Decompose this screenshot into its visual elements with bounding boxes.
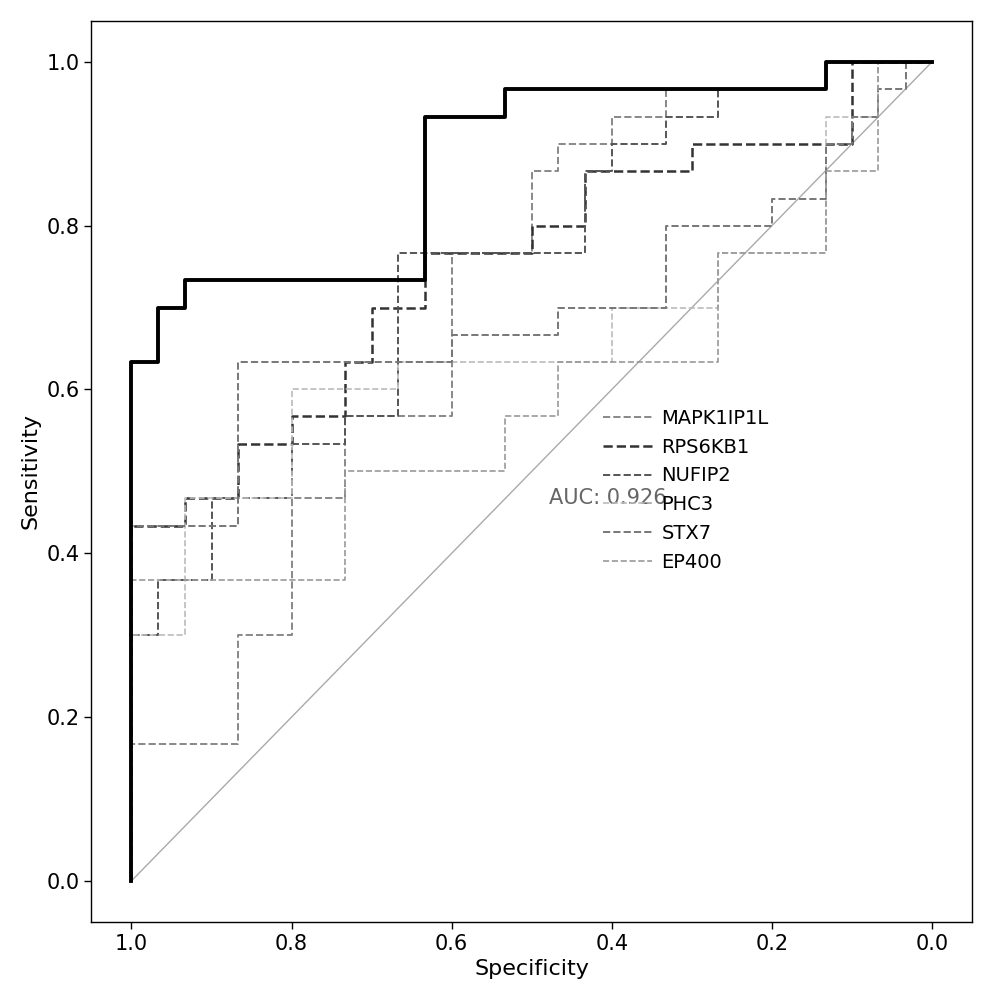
Legend: MAPK1IP1L, RPS6KB1, NUFIP2, PHC3, STX7, EP400: MAPK1IP1L, RPS6KB1, NUFIP2, PHC3, STX7, … xyxy=(603,409,769,572)
X-axis label: Specificity: Specificity xyxy=(475,959,589,979)
Y-axis label: Sensitivity: Sensitivity xyxy=(21,413,41,529)
Text: AUC: 0.926: AUC: 0.926 xyxy=(549,488,667,508)
